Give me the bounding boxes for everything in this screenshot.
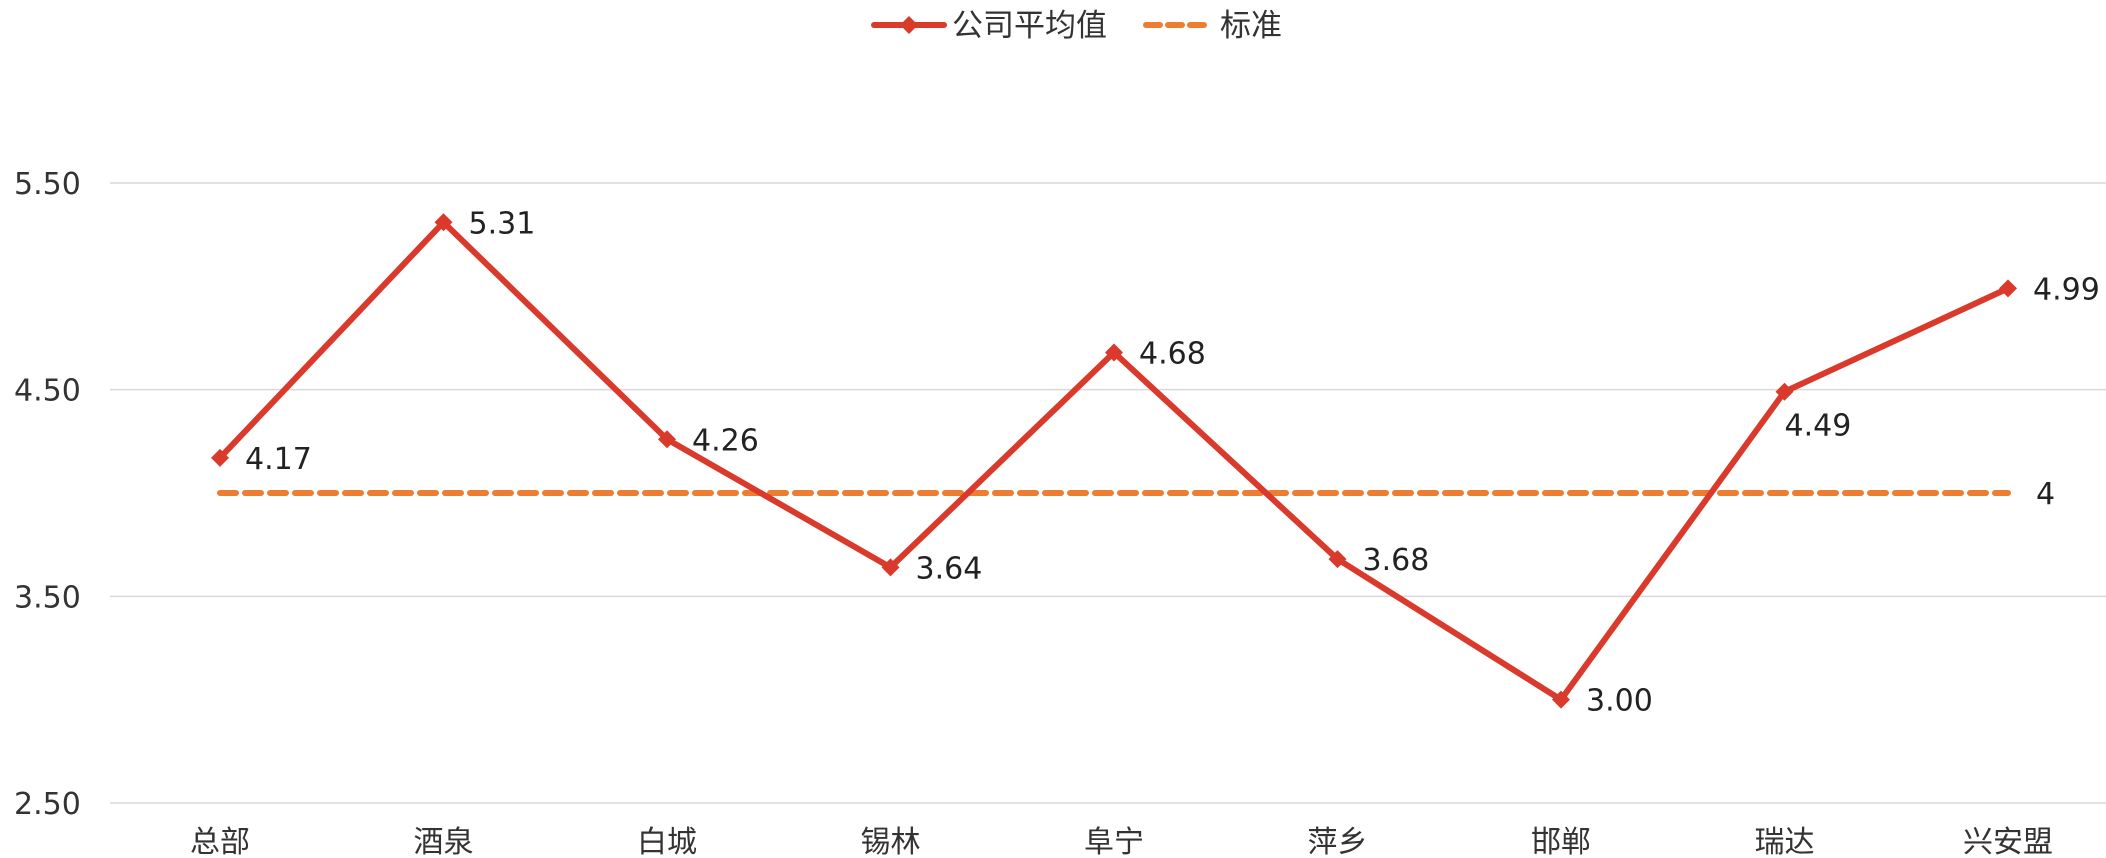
data-labels: 4.17 5.31 4.26 3.64 4.68 3.68 3.00 4.49 4.99 4 bbox=[245, 206, 2100, 718]
data-label: 5.31 bbox=[469, 206, 536, 241]
data-label: 3.64 bbox=[916, 551, 983, 586]
data-label: 3.00 bbox=[1586, 684, 1653, 719]
data-point-marker bbox=[1775, 382, 1794, 401]
legend-label-company-average: 公司平均值 bbox=[952, 8, 1107, 44]
x-tick-label: 总部 bbox=[190, 825, 250, 858]
data-point-marker bbox=[211, 448, 229, 467]
legend-marker-diamond bbox=[900, 16, 918, 34]
series-markers bbox=[211, 213, 2017, 709]
data-label: 4.68 bbox=[1139, 336, 1206, 371]
data-label: 4.17 bbox=[245, 442, 312, 477]
x-tick-label: 邯郸 bbox=[1531, 825, 1591, 858]
standard-line-label: 4 bbox=[2036, 477, 2055, 512]
y-tick-label: 3.50 bbox=[14, 580, 81, 615]
x-tick-label: 瑞达 bbox=[1755, 825, 1815, 858]
data-point-marker bbox=[1552, 690, 1570, 709]
data-point-marker bbox=[434, 213, 453, 232]
data-point-marker bbox=[1328, 550, 1347, 569]
gridlines bbox=[110, 182, 2106, 804]
x-tick-label: 阜宁 bbox=[1084, 825, 1144, 858]
data-point-marker bbox=[881, 558, 900, 577]
x-tick-label: 兴安盟 bbox=[1963, 825, 2053, 858]
y-tick-label: 2.50 bbox=[14, 787, 81, 822]
data-label: 4.26 bbox=[692, 423, 759, 458]
legend-label-standard: 标准 bbox=[1220, 8, 1282, 44]
data-label: 4.49 bbox=[1785, 409, 1852, 444]
x-tick-label: 萍乡 bbox=[1308, 825, 1368, 858]
data-point-marker bbox=[1105, 343, 1123, 362]
data-point-marker bbox=[1999, 279, 2017, 298]
data-point-marker bbox=[658, 430, 676, 449]
data-label: 3.68 bbox=[1363, 543, 1430, 578]
y-axis-tick-labels: 2.50 3.50 4.50 5.50 bbox=[14, 167, 81, 822]
x-axis-tick-labels: 总部 酒泉 白城 锡林 阜宁 萍乡 邯郸 瑞达 兴安盟 bbox=[190, 825, 2053, 858]
x-tick-label: 酒泉 bbox=[414, 825, 474, 858]
series-line-company-average bbox=[217, 219, 2011, 703]
data-label: 4.99 bbox=[2033, 272, 2100, 307]
series-lines bbox=[217, 219, 2011, 703]
legend: 公司平均值 标准 bbox=[871, 8, 1282, 44]
y-tick-label: 5.50 bbox=[14, 167, 81, 202]
x-tick-label: 锡林 bbox=[861, 825, 921, 858]
y-tick-label: 4.50 bbox=[14, 374, 81, 409]
x-tick-label: 白城 bbox=[637, 825, 697, 858]
